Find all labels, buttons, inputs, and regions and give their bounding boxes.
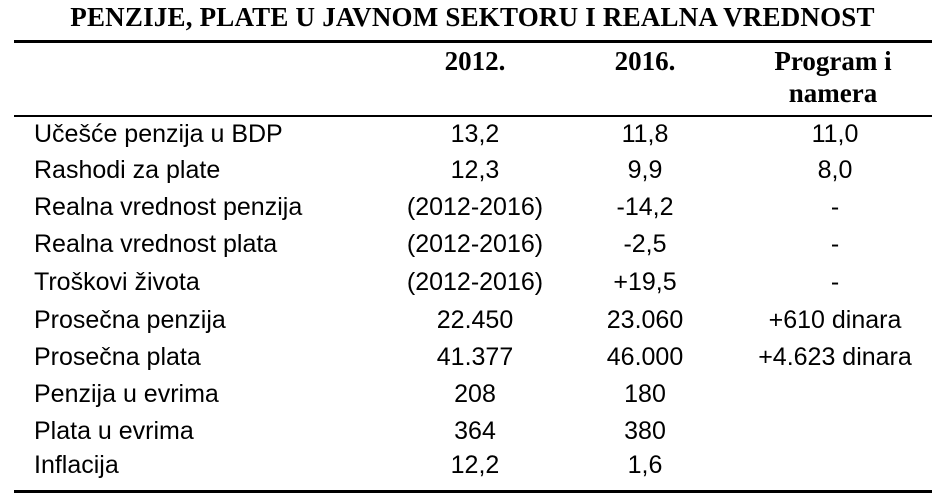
- table-row: Plata u evrima 364 380: [0, 417, 945, 453]
- header-2016: 2016.: [614, 46, 676, 76]
- bottom-rule: [14, 490, 932, 493]
- row-label: Prosečna plata: [34, 343, 201, 371]
- value-program: +610 dinara: [768, 306, 902, 334]
- table-row: Realna vrednost penzija (2012-2016) -14,…: [0, 193, 945, 229]
- row-label: Plata u evrima: [34, 417, 194, 445]
- header-rule: [14, 115, 932, 117]
- value-2016: +19,5: [613, 268, 677, 296]
- row-label: Rashodi za plate: [34, 156, 221, 184]
- value-2016: -2,5: [623, 230, 667, 258]
- row-label: Troškovi života: [34, 268, 200, 296]
- value-2012: 13,2: [450, 120, 500, 148]
- top-rule: [14, 40, 932, 43]
- table-row: Rashodi za plate 12,3 9,9 8,0: [0, 156, 945, 192]
- value-2016: 380: [624, 417, 666, 445]
- row-label: Prosečna penzija: [34, 306, 226, 334]
- value-program: -: [830, 193, 840, 221]
- table-row: Penzija u evrima 208 180: [0, 380, 945, 416]
- value-2012: 41.377: [436, 343, 514, 371]
- value-2012: (2012-2016): [406, 230, 544, 258]
- value-2012: (2012-2016): [406, 193, 544, 221]
- value-2012: (2012-2016): [406, 268, 544, 296]
- value-2016: 11,8: [621, 120, 669, 148]
- value-program: +4.623 dinara: [758, 343, 912, 371]
- value-2012: 12,3: [450, 156, 500, 184]
- value-2012: 22.450: [436, 306, 514, 334]
- value-2012: 364: [454, 417, 496, 445]
- value-2012: 208: [454, 380, 496, 408]
- header-2012: 2012.: [444, 46, 506, 76]
- header-program: Program i namera: [774, 46, 892, 108]
- row-label: Učešće penzija u BDP: [34, 120, 283, 148]
- value-program: -: [830, 230, 840, 258]
- row-label: Inflacija: [34, 451, 119, 479]
- row-label: Realna vrednost penzija: [34, 193, 303, 221]
- value-2016: 1,6: [627, 451, 663, 479]
- table-title: PENZIJE, PLATE U JAVNOM SEKTORU I REALNA…: [70, 2, 875, 32]
- value-program: -: [830, 268, 840, 296]
- value-2016: -14,2: [616, 193, 674, 221]
- value-2016: 23.060: [606, 306, 684, 334]
- table-row: Inflacija 12,2 1,6: [0, 451, 945, 487]
- table-row: Troškovi života (2012-2016) +19,5 -: [0, 268, 945, 304]
- table-row: Učešće penzija u BDP 13,2 11,8 11,0: [0, 120, 945, 156]
- value-2012: 12,2: [450, 451, 500, 479]
- table-row: Prosečna penzija 22.450 23.060 +610 dina…: [0, 306, 945, 342]
- value-2016: 180: [624, 380, 666, 408]
- value-program: 11,0: [811, 120, 859, 148]
- table-row: Prosečna plata 41.377 46.000 +4.623 dina…: [0, 343, 945, 379]
- value-program: 8,0: [817, 156, 853, 184]
- row-label: Penzija u evrima: [34, 380, 219, 408]
- table-row: Realna vrednost plata (2012-2016) -2,5 -: [0, 230, 945, 266]
- value-2016: 9,9: [627, 156, 663, 184]
- value-2016: 46.000: [606, 343, 684, 371]
- row-label: Realna vrednost plata: [34, 230, 278, 258]
